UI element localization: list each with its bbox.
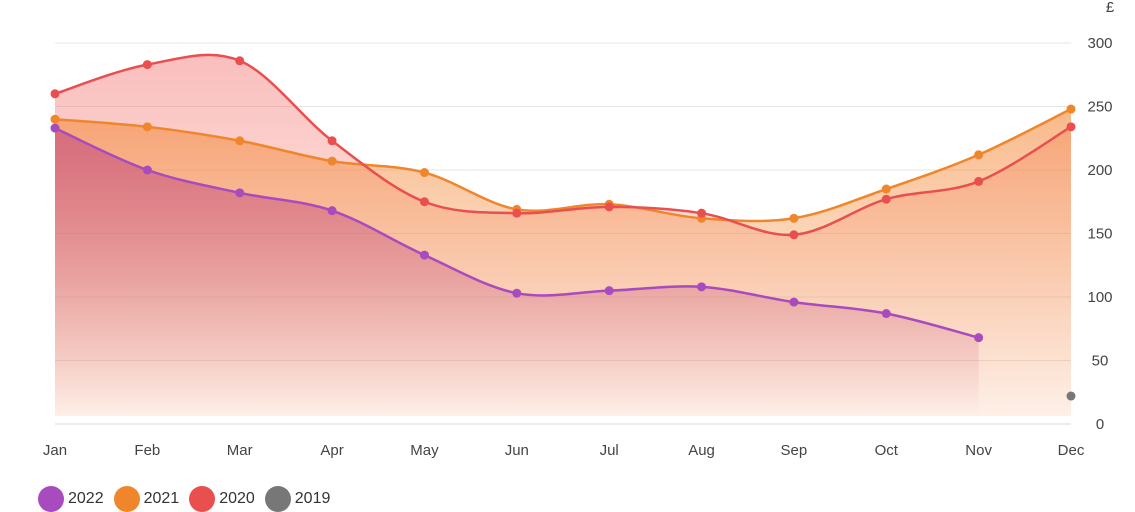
point-2020-May [419, 197, 429, 207]
legend: 2022 2021 2020 2019 [38, 486, 340, 512]
legend-item-2022[interactable]: 2022 [38, 486, 104, 512]
point-2020-Sep [789, 230, 799, 240]
point-2022-Mar [235, 188, 245, 198]
legend-label: 2019 [294, 490, 331, 507]
point-2021-Oct [881, 184, 891, 194]
point-2021-Nov [974, 150, 984, 160]
points [50, 56, 1076, 401]
point-2020-Dec [1066, 122, 1076, 132]
point-2020-Jun [512, 208, 522, 218]
legend-swatch [264, 486, 291, 512]
point-2020-Feb [142, 60, 152, 70]
chart: Jan Feb Mar Apr May Jun Jul Aug Sep Oct Nov Dec 0 50… [43, 0, 1115, 459]
x-tick-label: Jul [600, 442, 619, 459]
point-2022-Apr [327, 206, 337, 216]
point-2021-Sep [789, 213, 799, 223]
point-2021-Dec [1066, 104, 1076, 114]
legend-item-2019[interactable]: 2019 [264, 486, 331, 512]
x-tick-label: Jun [505, 442, 529, 459]
line-2021 [54, 107, 1072, 223]
x-tick-label: Oct [875, 442, 899, 459]
point-2020-Mar [235, 56, 245, 66]
point-2022-Feb [142, 165, 152, 175]
point-2019-Dec [1066, 391, 1076, 401]
legend-label: 2020 [219, 490, 255, 507]
y-tick-label: 250 [1087, 99, 1112, 116]
point-2022-Nov [974, 333, 984, 343]
point-2022-Jun [512, 288, 522, 298]
point-2020-Nov [974, 176, 984, 186]
point-2020-Jul [604, 202, 614, 212]
y-axis-unit-label: £ [1106, 0, 1115, 16]
legend-swatch [38, 486, 64, 512]
y-tick-label: 50 [1092, 353, 1109, 370]
x-tick-label: May [410, 442, 439, 459]
legend-swatch [189, 486, 216, 512]
area-2022 [55, 128, 979, 416]
y-axis: 0 50 100 150 200 250 300 [1087, 35, 1112, 433]
x-tick-label: Apr [320, 442, 343, 459]
y-tick-label: 200 [1087, 162, 1112, 179]
point-2021-May [419, 168, 429, 178]
point-2020-Jan [50, 89, 60, 99]
x-axis: Jan Feb Mar Apr May Jun Jul Aug Sep Oct Nov Dec [43, 442, 1085, 459]
point-2021-Jan [50, 114, 60, 124]
legend-label: 2021 [143, 490, 180, 507]
point-2021-Feb [142, 122, 152, 132]
point-2020-Oct [881, 194, 891, 204]
x-tick-label: Sep [781, 442, 808, 459]
x-tick-label: Dec [1058, 442, 1085, 459]
y-tick-label: 0 [1096, 416, 1104, 433]
point-2020-Aug [697, 208, 707, 218]
x-tick-label: Nov [965, 442, 992, 459]
legend-item-2021[interactable]: 2021 [113, 486, 180, 512]
point-2021-Apr [327, 156, 337, 166]
point-2022-Aug [697, 282, 707, 292]
y-tick-label: 100 [1087, 289, 1112, 306]
x-tick-label: Mar [227, 442, 253, 459]
point-2021-Mar [235, 136, 245, 146]
legend-label: 2022 [68, 490, 104, 507]
point-2022-Sep [789, 297, 799, 307]
legend-swatch [113, 486, 140, 512]
x-tick-label: Feb [134, 442, 160, 459]
areas [55, 54, 1071, 417]
point-2022-Jan [50, 123, 60, 133]
point-2022-Jul [604, 286, 614, 296]
legend-item-2020[interactable]: 2020 [189, 486, 255, 512]
point-2022-May [419, 250, 429, 260]
x-tick-label: Aug [688, 442, 715, 459]
point-2022-Oct [881, 309, 891, 319]
point-2020-Apr [327, 136, 337, 146]
x-tick-label: Jan [43, 442, 67, 459]
y-tick-label: 300 [1087, 35, 1112, 52]
y-tick-label: 150 [1087, 226, 1112, 243]
